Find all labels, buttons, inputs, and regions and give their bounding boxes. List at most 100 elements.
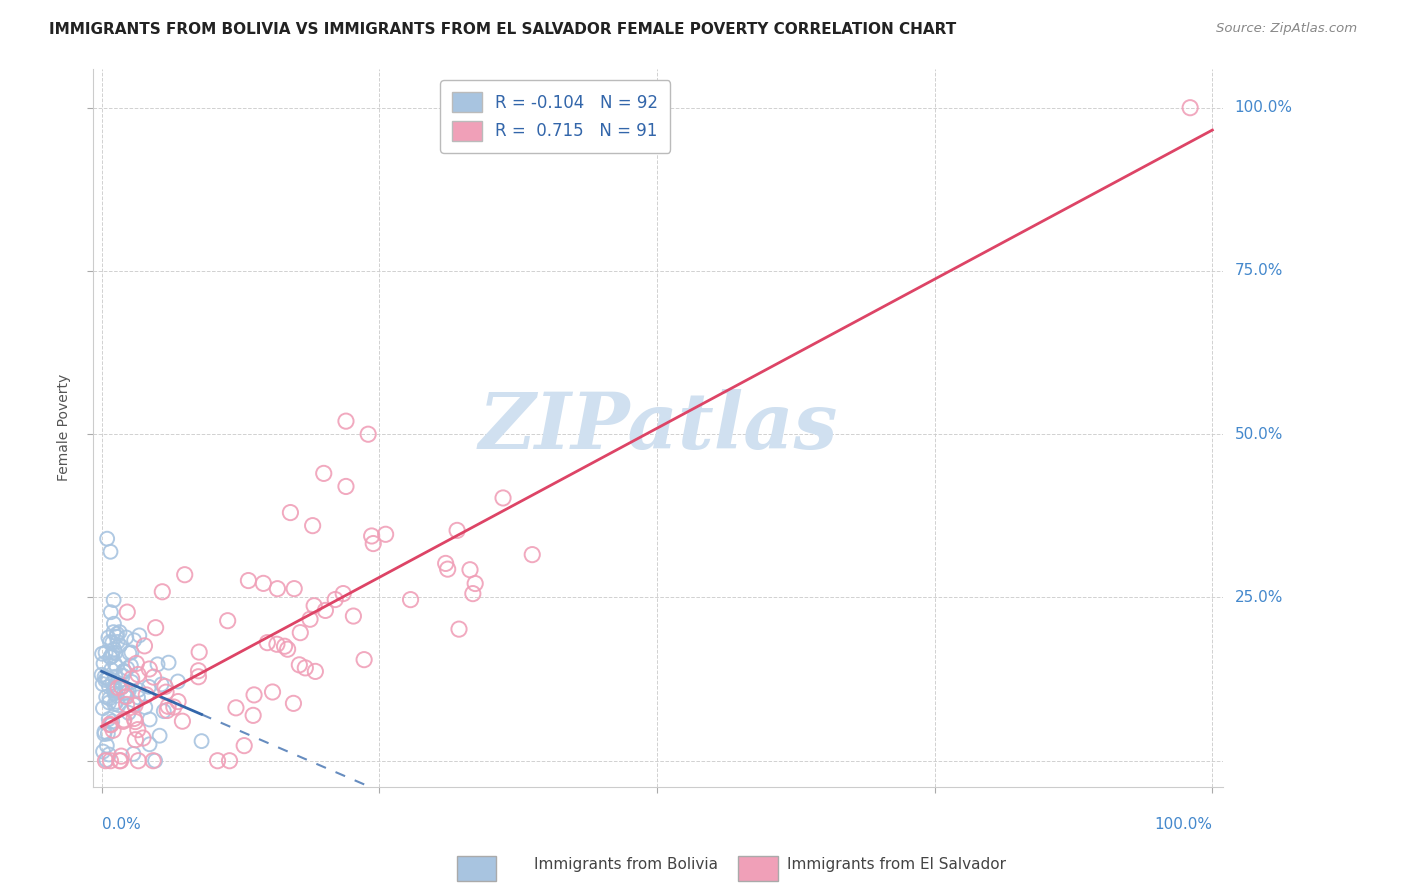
Point bbox=[135, 688, 157, 702]
Point bbox=[122, 633, 145, 648]
Point bbox=[91, 647, 114, 661]
Point bbox=[91, 745, 114, 759]
Point bbox=[100, 650, 122, 665]
Point bbox=[299, 612, 322, 626]
Point bbox=[93, 657, 115, 671]
Point bbox=[233, 739, 256, 753]
Point bbox=[243, 688, 266, 702]
Point bbox=[492, 491, 515, 505]
Point bbox=[107, 698, 129, 712]
Point bbox=[262, 685, 284, 699]
Point bbox=[207, 754, 229, 768]
Point bbox=[143, 754, 166, 768]
Point bbox=[108, 754, 131, 768]
Point bbox=[150, 584, 173, 599]
Point bbox=[103, 593, 125, 607]
Point bbox=[96, 753, 118, 767]
Point bbox=[91, 677, 114, 691]
Point bbox=[522, 548, 544, 562]
Point bbox=[110, 680, 132, 694]
Point bbox=[101, 675, 124, 690]
Point bbox=[98, 717, 121, 731]
Point bbox=[125, 657, 148, 671]
Point bbox=[101, 646, 124, 660]
Point bbox=[134, 700, 156, 714]
Point bbox=[187, 664, 209, 678]
Point bbox=[112, 714, 135, 729]
Point bbox=[157, 699, 180, 714]
Point bbox=[94, 673, 117, 687]
Point bbox=[1178, 101, 1201, 115]
Point bbox=[190, 734, 212, 748]
Point bbox=[314, 603, 336, 617]
Text: 100.0%: 100.0% bbox=[1154, 817, 1212, 832]
Point bbox=[110, 754, 132, 768]
Point bbox=[266, 582, 288, 596]
Point bbox=[101, 648, 124, 663]
Point bbox=[218, 754, 240, 768]
Point bbox=[98, 747, 121, 762]
Point bbox=[104, 657, 127, 671]
Point bbox=[323, 592, 346, 607]
Text: Source: ZipAtlas.com: Source: ZipAtlas.com bbox=[1216, 22, 1357, 36]
Point bbox=[167, 674, 190, 689]
Point bbox=[97, 712, 120, 726]
Point bbox=[225, 701, 247, 715]
Point bbox=[301, 518, 323, 533]
Point bbox=[90, 668, 112, 682]
Point bbox=[96, 532, 118, 546]
Point bbox=[173, 567, 195, 582]
Point bbox=[124, 714, 146, 729]
Point bbox=[101, 714, 124, 729]
Y-axis label: Female Poverty: Female Poverty bbox=[58, 374, 72, 482]
Point bbox=[464, 576, 486, 591]
Point bbox=[353, 653, 375, 667]
Point bbox=[163, 700, 186, 714]
Point bbox=[97, 726, 120, 740]
Point bbox=[93, 724, 115, 739]
Point bbox=[98, 691, 121, 706]
Point bbox=[122, 698, 145, 712]
Text: 0.0%: 0.0% bbox=[101, 817, 141, 832]
Point bbox=[124, 732, 146, 747]
Point bbox=[108, 638, 131, 652]
Point bbox=[167, 695, 190, 709]
Point bbox=[112, 686, 135, 700]
Point bbox=[94, 754, 117, 768]
Point bbox=[304, 665, 326, 679]
Point bbox=[447, 622, 470, 636]
Point bbox=[94, 646, 117, 660]
Text: IMMIGRANTS FROM BOLIVIA VS IMMIGRANTS FROM EL SALVADOR FEMALE POVERTY CORRELATIO: IMMIGRANTS FROM BOLIVIA VS IMMIGRANTS FR… bbox=[49, 22, 956, 37]
Point bbox=[117, 706, 139, 720]
Point bbox=[188, 645, 211, 659]
Point bbox=[238, 574, 260, 588]
Point bbox=[112, 664, 135, 678]
Point bbox=[93, 670, 115, 684]
Point bbox=[357, 427, 380, 442]
Point bbox=[122, 711, 145, 725]
Point bbox=[142, 670, 165, 684]
Point bbox=[103, 697, 125, 711]
Point bbox=[105, 627, 128, 641]
Point bbox=[114, 690, 136, 704]
Point bbox=[96, 690, 118, 704]
Point bbox=[277, 642, 299, 657]
Point bbox=[105, 630, 128, 644]
Point bbox=[107, 635, 129, 649]
Point bbox=[115, 698, 138, 712]
Point bbox=[115, 690, 138, 704]
Point bbox=[252, 576, 274, 591]
Point bbox=[266, 637, 288, 651]
Legend: R = -0.104   N = 92, R =  0.715   N = 91: R = -0.104 N = 92, R = 0.715 N = 91 bbox=[440, 80, 669, 153]
Point bbox=[122, 747, 145, 761]
Point bbox=[458, 563, 481, 577]
Text: 100.0%: 100.0% bbox=[1234, 100, 1292, 115]
Point bbox=[104, 646, 127, 660]
Point bbox=[103, 681, 125, 696]
Point bbox=[98, 696, 121, 710]
Point bbox=[157, 656, 180, 670]
Point bbox=[461, 586, 484, 600]
Point bbox=[103, 625, 125, 640]
Point bbox=[121, 672, 143, 686]
Point bbox=[280, 506, 302, 520]
